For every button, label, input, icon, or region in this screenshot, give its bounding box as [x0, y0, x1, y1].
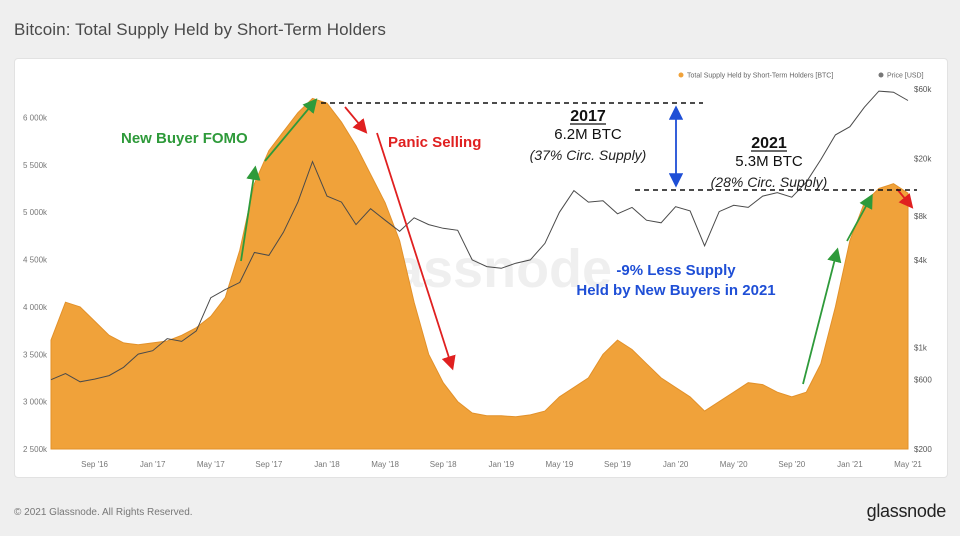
- annotation-2017-year: 2017: [570, 108, 606, 125]
- legend-swatch-price: [878, 72, 884, 78]
- annotation-arrows: [240, 98, 917, 385]
- x-tick-label: Jan '17: [140, 460, 166, 469]
- x-tick-label: Sep '16: [81, 460, 108, 469]
- y-left-tick-label: 3 500k: [23, 350, 48, 359]
- y-right-ticks: $200 $600 $1k $4k $8k $20k $60k: [914, 85, 932, 454]
- annotation-2017-pct: (37% Circ. Supply): [530, 147, 647, 163]
- series-sth-supply-area: [50, 97, 909, 450]
- annotation-diff-line2: Held by New Buyers in 2021: [576, 282, 775, 299]
- x-tick-label: Sep '17: [255, 460, 282, 469]
- x-tick-label: May '20: [720, 460, 748, 469]
- y-left-tick-label: 3 000k: [23, 398, 48, 407]
- x-tick-label: Sep '18: [430, 460, 457, 469]
- legend-label-sth: Total Supply Held by Short-Term Holders …: [687, 73, 833, 80]
- x-tick-label: May '21: [894, 460, 922, 469]
- y-right-tick-label: $200: [914, 445, 932, 454]
- y-right-tick-label: $20k: [914, 154, 932, 163]
- annotation-2021-btc: 5.3M BTC: [735, 153, 803, 170]
- fomo-arrow-2: [264, 98, 318, 162]
- y-right-tick-label: $1k: [914, 343, 928, 352]
- x-tick-label: Sep '20: [778, 460, 805, 469]
- chart-panel: glassnode 2 500k 3 000k 3 500k 4 000k 4 500k…: [14, 58, 948, 478]
- y-right-tick-label: $4k: [914, 256, 928, 265]
- y-left-tick-label: 5 000k: [23, 208, 48, 217]
- x-tick-label: Jan '21: [837, 460, 863, 469]
- annotation-fomo: New Buyer FOMO: [121, 130, 248, 147]
- x-tick-label: May '19: [546, 460, 574, 469]
- panic-arrow-1: [344, 106, 368, 134]
- x-tick-label: May '17: [197, 460, 225, 469]
- x-ticks: Sep '16 Jan '17 May '17 Sep '17 Jan '18 May '…: [81, 460, 922, 469]
- footer-copyright: © 2021 Glassnode. All Rights Reserved.: [14, 507, 193, 518]
- footer-brand-logo: glassnode: [866, 501, 947, 521]
- y-right-tick-label: $600: [914, 376, 932, 385]
- fomo-2021-arrow-2: [846, 193, 873, 242]
- decline-2021-arrow: [896, 188, 914, 209]
- annotation-panic: Panic Selling: [388, 134, 481, 151]
- x-tick-label: May '18: [371, 460, 399, 469]
- x-tick-label: Jan '20: [663, 460, 689, 469]
- page-title: Bitcoin: Total Supply Held by Short-Term…: [14, 20, 387, 39]
- y-left-tick-label: 6 000k: [23, 113, 48, 122]
- y-right-tick-label: $8k: [914, 212, 928, 221]
- annotation-2021-pct: (28% Circ. Supply): [711, 174, 828, 190]
- fomo-2021-arrow-1: [802, 247, 842, 385]
- y-left-tick-label: 5 500k: [23, 161, 48, 170]
- y-right-tick-label: $60k: [914, 85, 932, 94]
- legend-swatch-sth: [678, 72, 684, 78]
- legend-label-price: Price [USD]: [887, 73, 924, 80]
- y-left-ticks: 2 500k 3 000k 3 500k 4 000k 4 500k 5 000k 5 50…: [23, 113, 48, 454]
- annotation-diff-line1: -9% Less Supply: [616, 262, 736, 279]
- x-tick-label: Jan '18: [314, 460, 340, 469]
- panic-arrow-2: [376, 132, 456, 371]
- fomo-arrow-1: [240, 165, 261, 262]
- y-left-tick-label: 2 500k: [23, 445, 48, 454]
- annotation-2021-year: 2021: [751, 135, 787, 152]
- y-left-tick-label: 4 000k: [23, 303, 48, 312]
- annotation-2017-btc: 6.2M BTC: [554, 126, 622, 143]
- x-tick-label: Sep '19: [604, 460, 631, 469]
- series-price-line: [50, 90, 909, 383]
- x-tick-label: Jan '19: [489, 460, 515, 469]
- legend: Total Supply Held by Short-Term Holders …: [678, 72, 924, 80]
- y-left-tick-label: 4 500k: [23, 256, 48, 265]
